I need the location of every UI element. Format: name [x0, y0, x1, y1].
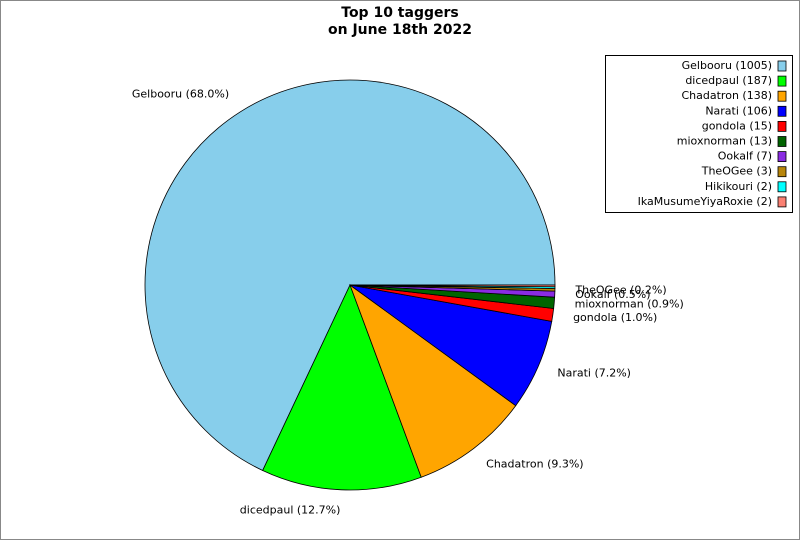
- legend-swatch: [777, 181, 787, 193]
- legend-swatch: [777, 121, 787, 132]
- legend-label: mioxnorman (13): [677, 135, 772, 148]
- legend-label: Hikikouri (2): [705, 180, 772, 193]
- legend: [605, 55, 793, 213]
- slice-label: Gelbooru (68.0%): [132, 88, 229, 101]
- chart-title: on June 18th 2022: [328, 22, 472, 38]
- legend-swatch: [777, 75, 787, 87]
- legend-label: gondola (15): [702, 119, 772, 132]
- slice-label: Narati (7.2%): [557, 367, 631, 380]
- legend-label: Ookalf (7): [718, 150, 772, 163]
- slice-label: dicedpaul (12.7%): [240, 503, 341, 516]
- legend-label: TheOGee (3): [701, 165, 772, 178]
- legend-swatch: [777, 166, 787, 178]
- slice-label: mioxnorman (0.9%): [575, 298, 684, 311]
- legend-label: Chadatron (138): [682, 89, 773, 102]
- legend-label: Narati (106): [705, 104, 772, 117]
- slice-label: TheOGee (0.2%): [574, 283, 666, 296]
- legend-swatch: [777, 105, 787, 117]
- slice-label: gondola (1.0%): [573, 311, 657, 324]
- legend-swatch: [777, 136, 787, 147]
- legend-swatch: [777, 196, 787, 208]
- legend-label: Gelbooru (1005): [682, 59, 772, 72]
- legend-label: dicedpaul (187): [685, 74, 772, 87]
- legend-swatch: [777, 90, 787, 102]
- slice-label: Ookalf (0.5%): [575, 288, 650, 301]
- pie-slice: [349, 284, 556, 288]
- pie-slice: [262, 283, 422, 491]
- pie-slice: [144, 79, 556, 472]
- legend-label: IkaMusumeYiyaRoxie (2): [638, 195, 772, 208]
- pie-slice: [349, 283, 517, 478]
- legend-swatch: [777, 151, 787, 163]
- slice-label: Chadatron (9.3%): [486, 458, 583, 471]
- chart-title: Top 10 taggers: [341, 5, 458, 21]
- legend-swatch: [777, 60, 787, 72]
